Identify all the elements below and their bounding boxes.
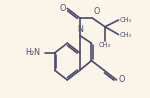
Text: O: O <box>59 4 66 13</box>
Text: CH₃: CH₃ <box>119 32 132 38</box>
Text: O: O <box>118 75 125 84</box>
Text: CH₃: CH₃ <box>99 42 111 48</box>
Text: O: O <box>93 7 100 16</box>
Text: H₂N: H₂N <box>25 48 40 57</box>
Text: CH₃: CH₃ <box>119 17 132 23</box>
Text: N: N <box>77 25 83 34</box>
